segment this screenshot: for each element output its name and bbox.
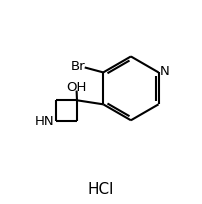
Text: HN: HN (35, 114, 55, 127)
Text: N: N (160, 65, 170, 78)
Text: HCl: HCl (88, 181, 114, 196)
Text: Br: Br (71, 60, 86, 73)
Text: OH: OH (66, 81, 86, 94)
